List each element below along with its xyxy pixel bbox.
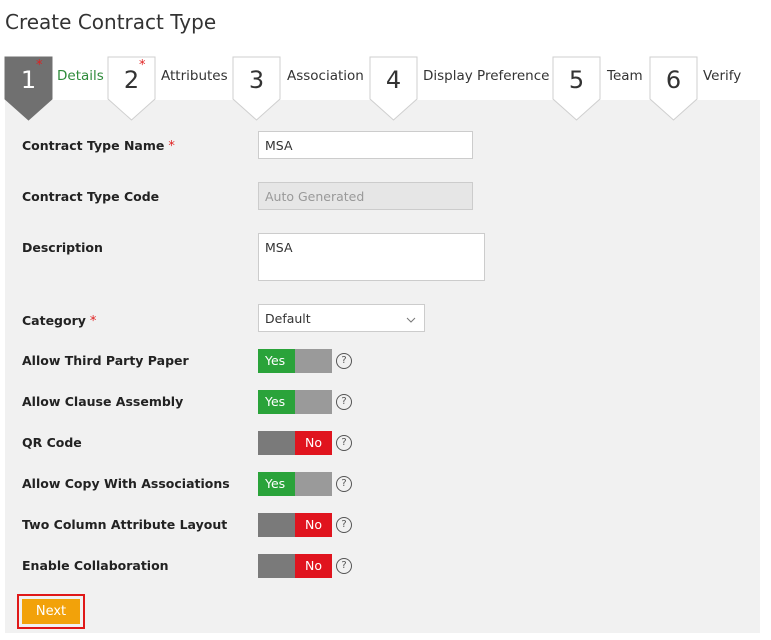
toggle-knob xyxy=(258,554,295,578)
field-label: Contract Type Code xyxy=(22,189,159,204)
step-label[interactable]: Association xyxy=(287,68,364,84)
field-label-text: Description xyxy=(22,240,103,255)
step-label[interactable]: Display Preference xyxy=(423,68,550,84)
step-number: 6 xyxy=(665,66,682,94)
input-value: MSA xyxy=(265,240,293,255)
toggle-knob xyxy=(258,431,295,455)
toggle-switch[interactable]: No xyxy=(258,554,332,578)
toggle-label: Allow Clause Assembly xyxy=(22,394,184,409)
help-icon[interactable]: ? xyxy=(336,558,352,574)
chevron-shape xyxy=(649,56,698,121)
field-label: Description xyxy=(22,240,103,255)
chevron-shape xyxy=(4,56,53,121)
input-text[interactable]: MSA xyxy=(258,131,473,159)
toggle-on: Yes xyxy=(258,390,295,414)
toggle-switch[interactable]: Yes xyxy=(258,349,332,373)
toggle-off: No xyxy=(295,554,332,578)
step-chevron[interactable] xyxy=(649,56,698,122)
toggle-switch[interactable]: Yes xyxy=(258,390,332,414)
field-label: Category * xyxy=(22,313,96,329)
field-label-text: Contract Type Code xyxy=(22,189,160,204)
step-label[interactable]: Details xyxy=(57,68,104,84)
step-label[interactable]: Attributes xyxy=(161,68,228,84)
step-chevron[interactable] xyxy=(232,56,281,122)
chevron-shape xyxy=(107,56,156,121)
field-label-text: Category xyxy=(22,313,86,328)
help-icon[interactable]: ? xyxy=(336,517,352,533)
input-select[interactable]: Default xyxy=(258,304,425,332)
dropdown-arrow xyxy=(406,317,416,323)
input-disabled: Auto Generated xyxy=(258,182,473,210)
step-number: 5 xyxy=(568,66,585,94)
step-chevron[interactable] xyxy=(4,56,53,122)
toggle-on: Yes xyxy=(258,349,295,373)
toggle-label: Allow Copy With Associations xyxy=(22,476,230,491)
input-value: Default xyxy=(265,311,311,326)
help-icon[interactable]: ? xyxy=(336,353,352,369)
step-chevron[interactable] xyxy=(369,56,418,122)
input-textarea[interactable]: MSA xyxy=(258,233,485,281)
toggle-switch[interactable]: No xyxy=(258,513,332,537)
toggle-off: No xyxy=(295,431,332,455)
chevron-shape xyxy=(369,56,418,121)
toggle-knob xyxy=(295,390,332,414)
toggle-on: Yes xyxy=(258,472,295,496)
help-icon[interactable]: ? xyxy=(336,476,352,492)
toggle-label: QR Code xyxy=(22,435,82,450)
input-value: Auto Generated xyxy=(265,189,365,204)
step-number: 3 xyxy=(248,66,265,94)
help-icon[interactable]: ? xyxy=(336,435,352,451)
chevron-shape xyxy=(552,56,601,121)
step-label[interactable]: Verify xyxy=(703,68,742,84)
next-button-frame: Next xyxy=(17,594,85,629)
toggle-label: Enable Collaboration xyxy=(22,558,169,573)
toggle-knob xyxy=(295,472,332,496)
chevron-shape xyxy=(232,56,281,121)
step-chevron[interactable] xyxy=(107,56,156,122)
required-marker: * xyxy=(36,58,43,73)
required-marker: * xyxy=(139,58,146,73)
toggle-label: Two Column Attribute Layout xyxy=(22,517,228,532)
toggle-off: No xyxy=(295,513,332,537)
required-marker: * xyxy=(89,314,97,329)
next-button[interactable]: Next xyxy=(22,599,80,624)
page-title: Create Contract Type xyxy=(5,10,217,34)
step-chevron[interactable] xyxy=(552,56,601,122)
step-number: 2 xyxy=(123,66,140,94)
field-label: Contract Type Name * xyxy=(22,138,175,154)
input-value: MSA xyxy=(265,138,293,153)
step-number: 1 xyxy=(20,66,37,94)
help-icon[interactable]: ? xyxy=(336,394,352,410)
toggle-label: Allow Third Party Paper xyxy=(22,353,189,368)
field-label-text: Contract Type Name xyxy=(22,138,165,153)
step-label[interactable]: Team xyxy=(607,68,643,84)
toggle-switch[interactable]: No xyxy=(258,431,332,455)
step-number: 4 xyxy=(385,66,402,94)
toggle-knob xyxy=(295,349,332,373)
toggle-switch[interactable]: Yes xyxy=(258,472,332,496)
toggle-knob xyxy=(258,513,295,537)
required-marker: * xyxy=(168,139,175,154)
